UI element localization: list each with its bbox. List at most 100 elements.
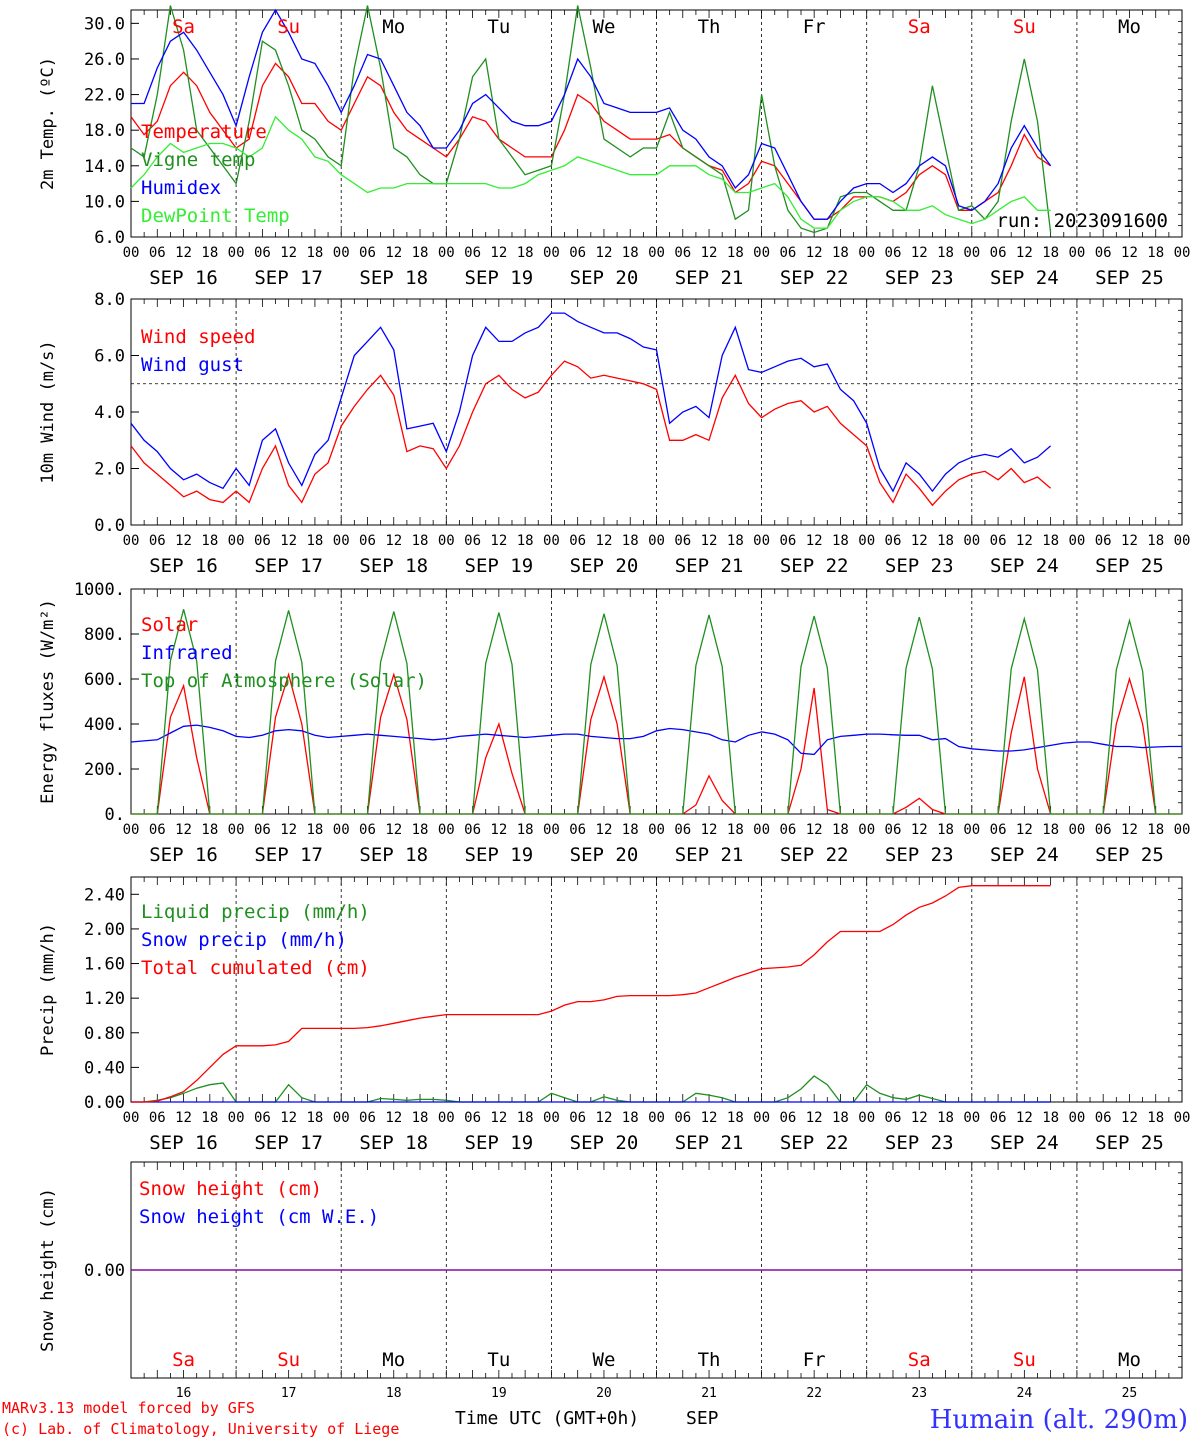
- station-title: Humain (alt. 290m): [930, 1405, 1188, 1435]
- hour-tick-label: 06: [569, 822, 586, 838]
- y-tick-label: 800.: [84, 625, 125, 645]
- hour-tick-label: 12: [911, 822, 928, 838]
- hour-tick-label: 06: [254, 245, 271, 261]
- y-tick-label: 1000.: [74, 580, 125, 600]
- hour-tick-label: 18: [517, 245, 534, 261]
- y-tick-label: 0.00: [84, 1093, 125, 1113]
- date-label: SEP 25: [1095, 1132, 1164, 1154]
- hour-tick-label: 00: [438, 822, 455, 838]
- hour-tick-label: 12: [596, 822, 613, 838]
- panel-5: 0.00 Snow height (cm) Snow height (cm) Snow…: [38, 1161, 1183, 1379]
- hour-tick-label: 00: [648, 533, 665, 549]
- hour-tick-label: 12: [596, 245, 613, 261]
- panel-1: 6.0 10.0 14.0 18.0 22.0 26.0 30.0 2m Temp. (ºC)…: [38, 5, 1191, 289]
- hour-tick-label: 06: [990, 1110, 1007, 1126]
- hour-tick-label: 18: [1042, 533, 1059, 549]
- legend-entry: DewPoint Temp: [141, 205, 290, 227]
- panel-2: 0.0 2.0 4.0 6.0 8.0 10m Wind (m/s) Wind speed W…: [38, 290, 1190, 577]
- weekday-top: Mo: [1118, 16, 1141, 38]
- hour-tick-label: 06: [569, 533, 586, 549]
- legend-entry: Top of Atmosphere (Solar): [141, 670, 427, 692]
- hour-tick-label: 18: [727, 245, 744, 261]
- hour-tick-label: 06: [674, 245, 691, 261]
- hour-tick-label: 00: [1068, 533, 1085, 549]
- hour-tick-label: 12: [280, 245, 297, 261]
- hour-tick-label: 06: [149, 1110, 166, 1126]
- legend-entry: Humidex: [141, 177, 221, 199]
- weekday-bottom: Th: [698, 1349, 721, 1371]
- hour-tick-label: 12: [1121, 822, 1138, 838]
- hour-tick-label: 12: [911, 245, 928, 261]
- hour-tick-label: 18: [622, 533, 639, 549]
- hour-tick-label: 12: [701, 1110, 718, 1126]
- hour-tick-label: 00: [753, 822, 770, 838]
- credit-lab: (c) Lab. of Climatology, University of L…: [2, 1420, 399, 1438]
- legend-entry: Solar: [141, 614, 198, 636]
- hour-tick-label: 06: [359, 245, 376, 261]
- hour-tick-label: 12: [911, 1110, 928, 1126]
- hour-tick-label: 00: [228, 822, 245, 838]
- weekday-bottom: Fr: [803, 1349, 826, 1371]
- weekday-bottom: Tu: [487, 1349, 510, 1371]
- hour-tick-label: 00: [858, 1110, 875, 1126]
- hour-tick-label: 12: [280, 533, 297, 549]
- hour-tick-label: 00: [228, 533, 245, 549]
- hour-tick-label: 18: [517, 822, 534, 838]
- date-label: SEP 20: [570, 267, 639, 289]
- hour-tick-label: 06: [359, 822, 376, 838]
- y-axis-title: 10m Wind (m/s): [38, 340, 58, 483]
- date-label: SEP 25: [1095, 555, 1164, 577]
- date-label: SEP 20: [570, 1132, 639, 1154]
- hour-tick-label: 18: [412, 245, 429, 261]
- series-2-line: [130, 5, 1052, 234]
- date-label: SEP 21: [675, 1132, 744, 1154]
- y-axis-title: Energy fluxes (W/m²): [38, 599, 58, 804]
- hour-tick-label: 12: [911, 533, 928, 549]
- date-label: SEP 19: [465, 1132, 534, 1154]
- y-tick-label: 200.: [84, 760, 125, 780]
- hour-tick-label: 00: [963, 1110, 980, 1126]
- y-tick-label: 0.00: [84, 1261, 125, 1281]
- date-label: SEP 16: [149, 1132, 218, 1154]
- weekday-bottom: We: [593, 1349, 616, 1371]
- date-label: SEP 19: [465, 555, 534, 577]
- legend-entry: Total cumulated (cm): [141, 957, 370, 979]
- hour-tick-label: 06: [990, 533, 1007, 549]
- hour-tick-label: 18: [201, 822, 218, 838]
- date-label: SEP 17: [254, 844, 323, 866]
- y-tick-label: 0.40: [84, 1058, 125, 1078]
- hour-tick-label: 00: [753, 1110, 770, 1126]
- hour-tick-label: 00: [1174, 245, 1191, 261]
- hour-tick-label: 12: [490, 533, 507, 549]
- hour-tick-label: 00: [858, 533, 875, 549]
- hour-tick-label: 00: [123, 533, 140, 549]
- legend-entry: Temperature: [141, 121, 267, 143]
- hour-tick-label: 12: [806, 1110, 823, 1126]
- hour-tick-label: 12: [280, 1110, 297, 1126]
- hour-tick-label: 18: [201, 245, 218, 261]
- date-label: SEP 18: [359, 267, 428, 289]
- legend-entry: Snow height (cm): [139, 1178, 322, 1200]
- day-number: 17: [281, 1386, 297, 1401]
- hour-tick-label: 00: [1174, 1110, 1191, 1126]
- y-axis-title: 2m Temp. (ºC): [38, 57, 58, 190]
- y-tick-label: 30.0: [84, 14, 125, 34]
- hour-tick-label: 06: [885, 245, 902, 261]
- hour-tick-label: 00: [543, 533, 560, 549]
- day-number: 19: [491, 1386, 507, 1401]
- date-label: SEP 22: [780, 267, 849, 289]
- hour-tick-label: 06: [149, 822, 166, 838]
- weekday-top: Sa: [908, 16, 931, 38]
- hour-tick-label: 06: [464, 245, 481, 261]
- day-number: 23: [911, 1386, 927, 1401]
- hour-tick-label: 00: [333, 822, 350, 838]
- hour-tick-label: 00: [123, 245, 140, 261]
- date-label: SEP 16: [149, 267, 218, 289]
- hour-tick-label: 18: [622, 822, 639, 838]
- y-tick-label: 26.0: [84, 50, 125, 70]
- hour-tick-label: 12: [280, 822, 297, 838]
- hour-tick-label: 18: [832, 533, 849, 549]
- date-label: SEP 23: [885, 844, 954, 866]
- date-label: SEP 20: [570, 555, 639, 577]
- date-label: SEP 22: [780, 1132, 849, 1154]
